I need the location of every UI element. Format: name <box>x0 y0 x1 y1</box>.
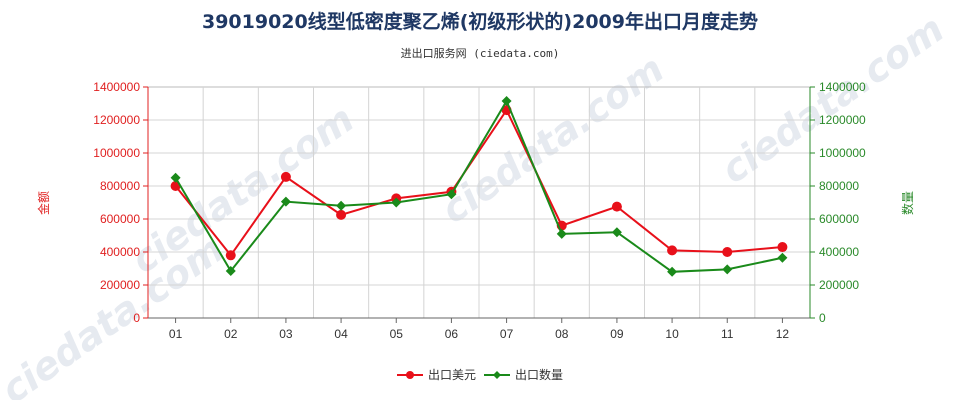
right-tick-label: 0 <box>819 311 826 325</box>
left-tick-label: 1200000 <box>93 113 140 127</box>
left-tick-label: 400000 <box>100 245 140 259</box>
data-point[interactable] <box>667 245 678 256</box>
right-tick-label: 800000 <box>819 179 859 193</box>
x-tick-label: 12 <box>776 327 790 341</box>
x-tick-label: 09 <box>610 327 624 341</box>
left-tick-label: 800000 <box>100 179 140 193</box>
x-tick-label: 10 <box>665 327 679 341</box>
gridlines <box>148 87 810 318</box>
legend-item-0[interactable]: 出口美元 <box>397 368 476 382</box>
right-tick-label: 1200000 <box>819 113 866 127</box>
series-line <box>174 98 783 273</box>
x-tick-label: 01 <box>169 327 183 341</box>
left-tick-label: 200000 <box>100 278 140 292</box>
x-tick-label: 07 <box>500 327 514 341</box>
x-tick-label: 06 <box>445 327 459 341</box>
data-point[interactable] <box>280 196 291 207</box>
x-tick-label: 05 <box>390 327 404 341</box>
watermark-layer: ciedata.com ciedata.com ciedata.comciedata… <box>0 7 952 400</box>
left-axis-title: 金额 <box>36 191 51 215</box>
data-point[interactable] <box>777 242 788 253</box>
legend-marker <box>493 371 501 379</box>
right-tick-label: 200000 <box>819 278 859 292</box>
series-layer <box>170 96 788 277</box>
legend[interactable]: 出口美元 出口数量 <box>397 367 563 382</box>
x-tick-label: 11 <box>721 327 734 341</box>
x-tick-label: 03 <box>279 327 293 341</box>
data-point[interactable] <box>777 252 788 263</box>
data-point[interactable] <box>611 201 622 212</box>
right-tick-label: 1400000 <box>819 80 866 94</box>
data-point[interactable] <box>336 209 347 220</box>
right-tick-label: 1000000 <box>819 146 866 160</box>
left-tick-label: 600000 <box>100 212 140 226</box>
series-1 <box>170 96 788 277</box>
legend-label: 出口美元 <box>428 368 476 382</box>
chart-title: 39019020线型低密度聚乙烯(初级形状的)2009年出口月度走势 <box>202 10 758 33</box>
right-tick-label: 400000 <box>819 245 859 259</box>
data-point[interactable] <box>667 266 678 277</box>
data-point[interactable] <box>280 171 291 182</box>
data-point[interactable] <box>446 189 457 200</box>
data-point[interactable] <box>170 172 181 183</box>
legend-label: 出口数量 <box>515 367 563 382</box>
left-tick-label: 1000000 <box>93 146 140 160</box>
data-point[interactable] <box>225 265 236 276</box>
series-line <box>174 108 783 257</box>
legend-item-1[interactable]: 出口数量 <box>484 367 563 382</box>
legend-marker <box>406 371 414 379</box>
axes: 0 200000 400000 600000 800000 1000000 1200000 1… <box>93 80 866 341</box>
data-point[interactable] <box>336 200 347 211</box>
x-tick-label: 02 <box>224 327 238 341</box>
right-axis-title: 数量 <box>900 191 915 215</box>
watermark-text-2: ciedata.com <box>713 7 952 193</box>
right-tick-label: 600000 <box>819 212 859 226</box>
watermark-text-0: ciedata.com <box>123 97 362 283</box>
data-point[interactable] <box>722 247 733 257</box>
data-point[interactable] <box>556 228 567 239</box>
x-tick-label: 08 <box>555 327 569 341</box>
left-tick-label: 0 <box>133 311 140 325</box>
data-point[interactable] <box>722 264 733 275</box>
data-point[interactable] <box>225 250 236 261</box>
data-point[interactable] <box>611 227 622 238</box>
left-tick-label: 1400000 <box>93 80 140 94</box>
x-tick-label: 04 <box>334 327 348 341</box>
data-point[interactable] <box>391 197 402 208</box>
chart-subtitle: 进出口服务网 (ciedata.com) <box>401 46 560 60</box>
data-point[interactable] <box>501 96 512 107</box>
